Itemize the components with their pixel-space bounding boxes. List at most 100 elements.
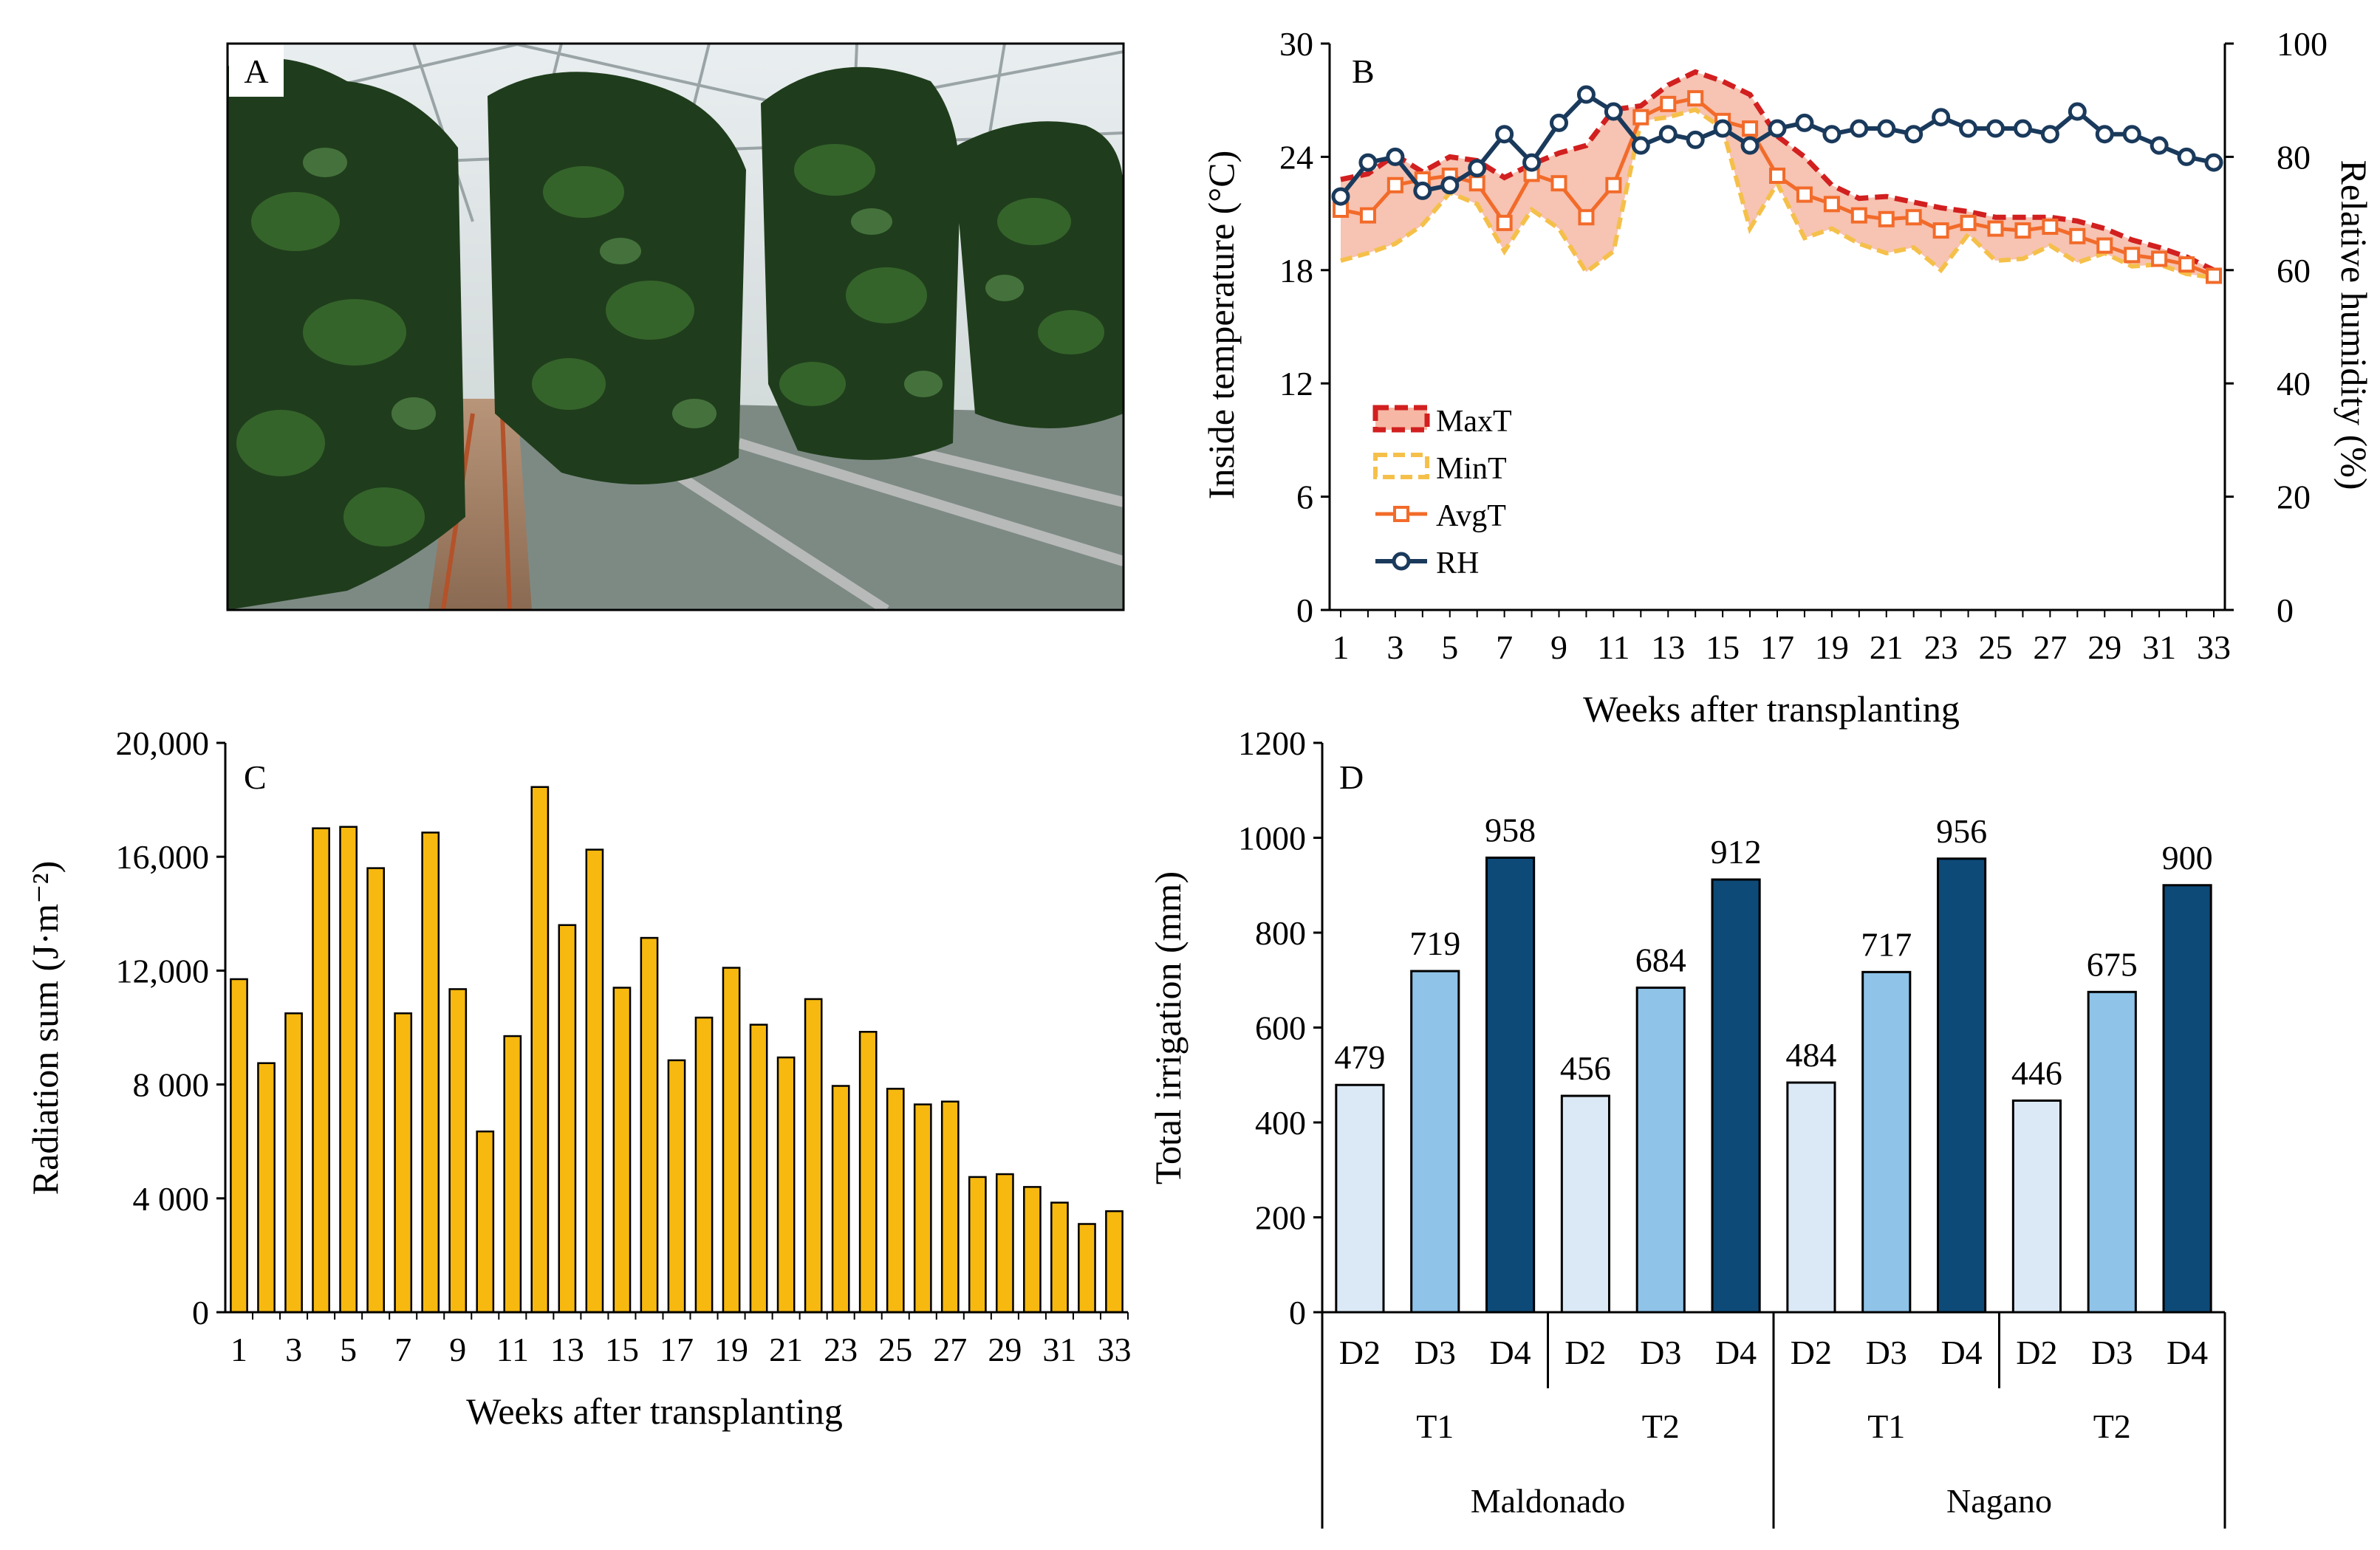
x-tick-label: 17 xyxy=(660,1331,694,1368)
category-label: D2 xyxy=(1565,1334,1606,1371)
category-label: D3 xyxy=(1640,1334,1681,1371)
panel-c-letter: C xyxy=(244,758,267,796)
x-tick-label: 5 xyxy=(340,1331,357,1368)
rh-point xyxy=(1495,125,1514,144)
radiation-bar xyxy=(503,1035,522,1314)
bar-value-label: 719 xyxy=(1409,925,1460,962)
rh-point xyxy=(1576,85,1596,104)
rh-point xyxy=(1986,119,2005,138)
avgt-point xyxy=(1878,210,1895,227)
avgt-point xyxy=(2206,267,2222,284)
panel-d-bars: 479 719 958 456 684 912 484 717 956 446 675 900 xyxy=(1334,811,2213,1314)
rh-point xyxy=(1877,119,1896,138)
category-label: D2 xyxy=(2016,1334,2057,1371)
rh-point xyxy=(2177,147,2196,166)
rh-point xyxy=(1959,119,1978,138)
x-tick-label: 27 xyxy=(2033,628,2067,666)
panel-b-series xyxy=(1331,69,2223,284)
x-tick-label: 31 xyxy=(1042,1331,1076,1368)
avgt-point xyxy=(1386,176,1403,193)
radiation-bar xyxy=(394,1012,413,1314)
x-tick-label: 15 xyxy=(1706,628,1740,666)
bar-value-label: 456 xyxy=(1560,1049,1611,1087)
x-tick-label: 11 xyxy=(496,1331,529,1368)
radiation-bar xyxy=(1105,1210,1124,1314)
category-label: D3 xyxy=(2091,1334,2133,1371)
radiation-bar xyxy=(667,1059,686,1314)
x-tick-label: 15 xyxy=(605,1331,639,1368)
panel-a: A xyxy=(226,42,1125,611)
avgt-point xyxy=(1960,214,1977,231)
avgt-point xyxy=(1932,222,1949,239)
y-tick-label: 1200 xyxy=(1238,724,1306,762)
y-tick-label: 4 000 xyxy=(133,1180,210,1218)
rh-point xyxy=(1713,119,1732,138)
x-tick-label: 19 xyxy=(1815,628,1849,666)
avgt-point xyxy=(1468,175,1485,192)
rh-point xyxy=(2204,153,2223,172)
rh-point xyxy=(1631,136,1650,155)
x-tick-label: 9 xyxy=(449,1331,466,1368)
y-tick-label: 30 xyxy=(1279,25,1313,63)
y-tick-label: 20,000 xyxy=(116,724,210,762)
group-label: T2 xyxy=(1642,1407,1680,1445)
category-label: D4 xyxy=(1489,1334,1531,1371)
x-tick-label: 23 xyxy=(824,1331,858,1368)
avgt-point xyxy=(1605,176,1622,193)
y-tick-label: 6 xyxy=(1296,479,1313,516)
irrigation-bar xyxy=(2011,1099,2062,1314)
radiation-bar xyxy=(448,988,468,1314)
rh-point xyxy=(2095,125,2114,144)
rh-point xyxy=(2068,102,2087,121)
legend-label: MaxT xyxy=(1436,405,1512,439)
radiation-bar xyxy=(257,1062,276,1314)
radiation-bar xyxy=(366,867,386,1314)
radiation-bar xyxy=(476,1130,495,1314)
x-tick-label: 17 xyxy=(1760,628,1794,666)
y-tick-label: 600 xyxy=(1255,1009,1306,1047)
right-y-tick-label: 100 xyxy=(2277,25,2328,63)
x-tick-label: 1 xyxy=(230,1331,247,1368)
x-tick-label: 5 xyxy=(1441,628,1458,666)
panel-d-y-axis-title: Total irrigation (mm) xyxy=(1147,871,1189,1184)
bar-value-label: 675 xyxy=(2087,945,2138,983)
group-label: T1 xyxy=(1416,1407,1454,1445)
x-tick-label: 3 xyxy=(285,1331,302,1368)
avgt-point xyxy=(1823,196,1840,213)
radiation-bar xyxy=(886,1088,905,1314)
bar-value-label: 900 xyxy=(2162,839,2213,877)
legend-label: RH xyxy=(1436,546,1479,580)
rh-point xyxy=(1768,119,1787,138)
irrigation-bar xyxy=(2087,990,2137,1314)
avgt-point xyxy=(1632,109,1649,126)
x-tick-label: 33 xyxy=(1097,1331,1131,1368)
irrigation-bar xyxy=(1410,970,1460,1314)
avgt-point xyxy=(2096,237,2113,254)
irrigation-bar xyxy=(1786,1081,1836,1314)
y-tick-label: 0 xyxy=(1289,1294,1306,1331)
rh-point xyxy=(1904,125,1924,144)
right-y-tick-label: 0 xyxy=(2277,591,2294,629)
bar-value-label: 446 xyxy=(2011,1054,2062,1091)
y-tick-label: 12,000 xyxy=(116,952,210,990)
radiation-bar xyxy=(558,924,577,1314)
panel-c-y-axis-title: Radiation sum (J·m⁻²) xyxy=(24,861,66,1195)
right-y-tick-label: 60 xyxy=(2277,252,2311,289)
panel-a-label-box xyxy=(229,45,284,97)
group-label: T2 xyxy=(2093,1407,2131,1445)
radiation-bar xyxy=(1050,1201,1069,1314)
x-tick-label: 31 xyxy=(2142,628,2176,666)
rh-point xyxy=(1522,153,1542,172)
y-tick-label: 18 xyxy=(1279,252,1313,289)
x-tick-label: 27 xyxy=(933,1331,967,1368)
bar-value-label: 479 xyxy=(1334,1038,1385,1076)
panel-a-letter: A xyxy=(244,52,268,90)
avgt-point xyxy=(1987,220,2004,237)
avgt-point xyxy=(1550,175,1567,192)
radiation-bar xyxy=(530,786,550,1314)
x-tick-label: 29 xyxy=(988,1331,1022,1368)
radiation-bar xyxy=(230,978,248,1314)
x-tick-label: 29 xyxy=(2087,628,2121,666)
